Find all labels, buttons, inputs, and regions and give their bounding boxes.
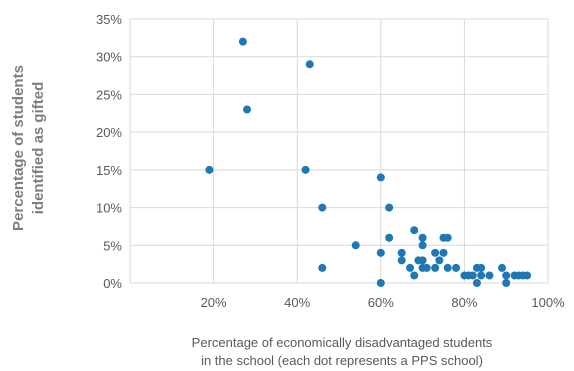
data-point [423, 264, 431, 272]
data-point [377, 279, 385, 287]
x-tick-label: 20% [201, 295, 227, 310]
y-axis-label-line-2: identified as gifted [30, 82, 47, 215]
data-points [205, 38, 531, 287]
data-point [473, 279, 481, 287]
data-point [444, 234, 452, 242]
data-point [385, 204, 393, 212]
x-axis-label-line-1: Percentage of economically disadvantaged… [192, 335, 493, 350]
data-point [410, 271, 418, 279]
data-point [385, 234, 393, 242]
data-point [352, 241, 360, 249]
y-tick-label: 25% [96, 87, 122, 102]
y-axis-ticks: 0% 5% 10% 15% 20% 25% 30% 35% [96, 12, 122, 291]
data-point [306, 60, 314, 68]
data-point [498, 264, 506, 272]
data-point [452, 264, 460, 272]
data-point [419, 241, 427, 249]
x-tick-label: 40% [284, 295, 310, 310]
data-point [502, 279, 510, 287]
grid-lines [130, 19, 548, 283]
y-axis-label-line-1: Percentage of students [10, 65, 27, 231]
data-point [435, 256, 443, 264]
x-tick-label: 60% [368, 295, 394, 310]
data-point [485, 271, 493, 279]
data-point [243, 106, 251, 114]
data-point [419, 256, 427, 264]
data-point [398, 249, 406, 257]
y-tick-label: 20% [96, 125, 122, 140]
data-point [406, 264, 414, 272]
y-tick-label: 35% [96, 12, 122, 27]
data-point [502, 271, 510, 279]
data-point [419, 234, 427, 242]
data-point [377, 249, 385, 257]
data-point [431, 264, 439, 272]
data-point [318, 204, 326, 212]
data-point [205, 166, 213, 174]
x-tick-label: 80% [451, 295, 477, 310]
data-point [477, 271, 485, 279]
data-point [239, 38, 247, 46]
x-tick-label: 100% [531, 295, 565, 310]
data-point [440, 249, 448, 257]
y-tick-label: 15% [96, 163, 122, 178]
data-point [410, 226, 418, 234]
data-point [477, 264, 485, 272]
y-tick-label: 0% [103, 276, 122, 291]
y-tick-label: 30% [96, 50, 122, 65]
data-point [444, 264, 452, 272]
data-point [523, 271, 531, 279]
data-point [318, 264, 326, 272]
data-point [398, 256, 406, 264]
data-point [469, 271, 477, 279]
data-point [431, 249, 439, 257]
data-point [302, 166, 310, 174]
y-tick-label: 10% [96, 201, 122, 216]
x-axis-ticks: 20% 40% 60% 80% 100% [201, 295, 565, 310]
y-tick-label: 5% [103, 238, 122, 253]
x-axis-label-line-2: in the school (each dot represents a PPS… [201, 353, 483, 368]
data-point [377, 173, 385, 181]
